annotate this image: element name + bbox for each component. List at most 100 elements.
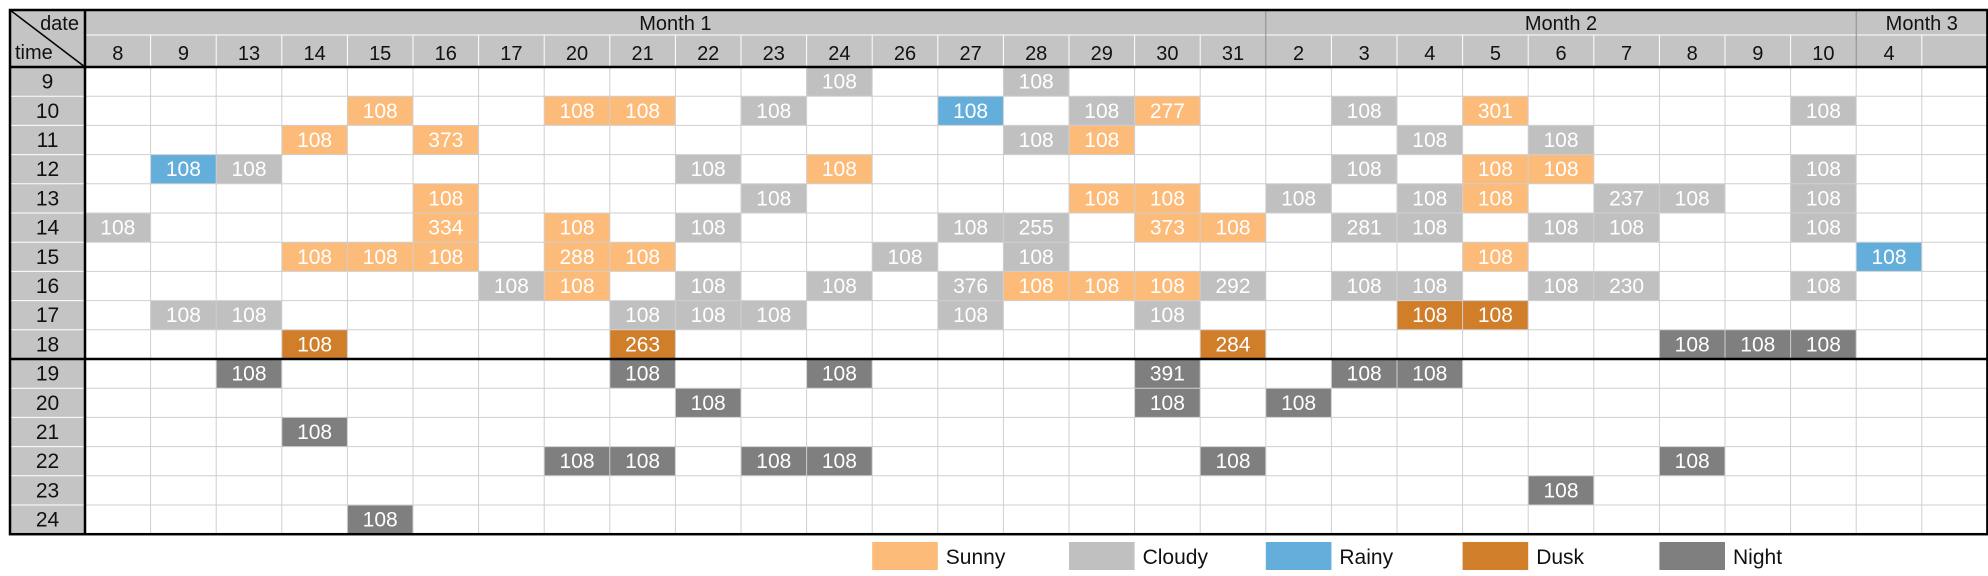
heatmap-cell xyxy=(1593,183,1660,213)
legend-swatch xyxy=(1659,542,1725,570)
time-tick-label: 9 xyxy=(42,71,54,94)
date-tick-label: 15 xyxy=(369,43,391,65)
time-tick-label: 17 xyxy=(36,304,59,327)
date-tick-label: 6 xyxy=(1555,43,1566,65)
legend-label: Sunny xyxy=(946,546,1006,569)
heatmap-cell xyxy=(1462,96,1529,126)
cell-value: 108 xyxy=(297,333,332,356)
heatmap-cell xyxy=(741,183,807,213)
cell-value: 108 xyxy=(297,421,332,444)
time-tick-label: 21 xyxy=(36,421,59,444)
heatmap-cell xyxy=(1069,271,1135,301)
legend-swatch xyxy=(1069,542,1135,570)
cell-value: 108 xyxy=(1806,275,1841,298)
date-tick-label: 16 xyxy=(435,43,457,65)
heatmap-cell xyxy=(806,359,873,389)
heatmap-cell xyxy=(1397,125,1463,155)
cell-value: 108 xyxy=(691,392,726,415)
heatmap-cell xyxy=(609,329,676,359)
date-tick-label: 23 xyxy=(763,43,785,65)
cell-value: 108 xyxy=(363,509,398,532)
heatmap-cell xyxy=(1790,96,1857,126)
heatmap-cell xyxy=(413,242,479,272)
cell-value: 108 xyxy=(822,363,857,386)
heatmap-cell xyxy=(1790,213,1857,243)
heatmap-cell xyxy=(806,446,873,476)
heatmap-cell xyxy=(281,417,348,447)
cell-value: 108 xyxy=(1675,333,1710,356)
cell-value: 108 xyxy=(691,304,726,327)
cell-value: 108 xyxy=(363,100,398,123)
time-tick-label: 10 xyxy=(36,100,59,123)
cell-value: 108 xyxy=(1215,450,1250,473)
heatmap-cell xyxy=(1003,242,1069,272)
cell-value: 288 xyxy=(559,246,594,269)
cell-value: 108 xyxy=(1543,158,1578,181)
heatmap-cell xyxy=(1593,213,1660,243)
cell-value: 108 xyxy=(625,450,660,473)
heatmap-cell xyxy=(1397,271,1463,301)
cell-value: 263 xyxy=(625,333,660,356)
cell-value: 108 xyxy=(1609,217,1644,240)
cell-value: 108 xyxy=(1412,363,1447,386)
heatmap-cell xyxy=(1790,183,1857,213)
cell-value: 108 xyxy=(100,217,135,240)
heatmap-cell xyxy=(347,242,413,272)
date-tick-label: 9 xyxy=(1752,43,1763,65)
heatmap-cell xyxy=(1200,329,1266,359)
cell-value: 277 xyxy=(1150,100,1185,123)
cell-value: 284 xyxy=(1215,333,1250,356)
heatmap-cell xyxy=(281,329,348,359)
heatmap-cell xyxy=(544,446,610,476)
cell-value: 108 xyxy=(1806,333,1841,356)
date-tick-label: 7 xyxy=(1621,43,1632,65)
date-tick-label: 4 xyxy=(1883,43,1894,65)
time-tick-label: 14 xyxy=(36,217,60,240)
heatmap-cell xyxy=(1003,271,1069,301)
heatmap-cell xyxy=(216,359,282,389)
month-label: Month 2 xyxy=(1525,13,1597,35)
heatmap-cell xyxy=(85,213,151,243)
cell-value: 108 xyxy=(1806,158,1841,181)
cell-value: 108 xyxy=(559,450,594,473)
heatmap-cell xyxy=(1003,125,1069,155)
date-tick-label: 4 xyxy=(1424,43,1435,65)
heatmap-cell xyxy=(1528,213,1594,243)
cell-value: 108 xyxy=(822,71,857,94)
heatmap-cell xyxy=(1593,271,1660,301)
cell-value: 334 xyxy=(428,217,463,240)
cell-value: 292 xyxy=(1215,275,1250,298)
month-label: Month 3 xyxy=(1886,13,1958,35)
cell-value: 108 xyxy=(1019,275,1054,298)
date-tick-label: 9 xyxy=(178,43,189,65)
cell-value: 108 xyxy=(1084,129,1119,152)
date-tick-label: 29 xyxy=(1091,43,1113,65)
cell-value: 108 xyxy=(756,450,791,473)
cell-value: 108 xyxy=(1150,275,1185,298)
heatmap-cell xyxy=(1134,300,1201,330)
time-tick-label: 24 xyxy=(36,509,60,532)
cell-value: 108 xyxy=(231,304,266,327)
cell-value: 108 xyxy=(887,246,922,269)
heatmap-cell xyxy=(609,96,676,126)
cell-value: 108 xyxy=(1478,187,1513,210)
heatmap-cell xyxy=(281,242,348,272)
heatmap-cell xyxy=(1200,271,1266,301)
cell-value: 301 xyxy=(1478,100,1513,123)
month-label: Month 1 xyxy=(639,13,711,35)
cell-value: 108 xyxy=(756,100,791,123)
date-tick-label: 27 xyxy=(959,43,981,65)
corner-diagonal xyxy=(9,9,86,68)
heatmap-cell xyxy=(1134,359,1201,389)
heatmap-cell xyxy=(1331,271,1397,301)
cell-value: 108 xyxy=(691,275,726,298)
heatmap-cell xyxy=(1397,300,1463,330)
cell-value: 108 xyxy=(428,246,463,269)
cell-value: 108 xyxy=(1675,187,1710,210)
cell-value: 108 xyxy=(1019,71,1054,94)
heatmap-cell xyxy=(1659,446,1725,476)
heatmap-cell xyxy=(1528,125,1594,155)
cell-value: 108 xyxy=(1019,129,1054,152)
heatmap-cell xyxy=(1331,154,1397,184)
